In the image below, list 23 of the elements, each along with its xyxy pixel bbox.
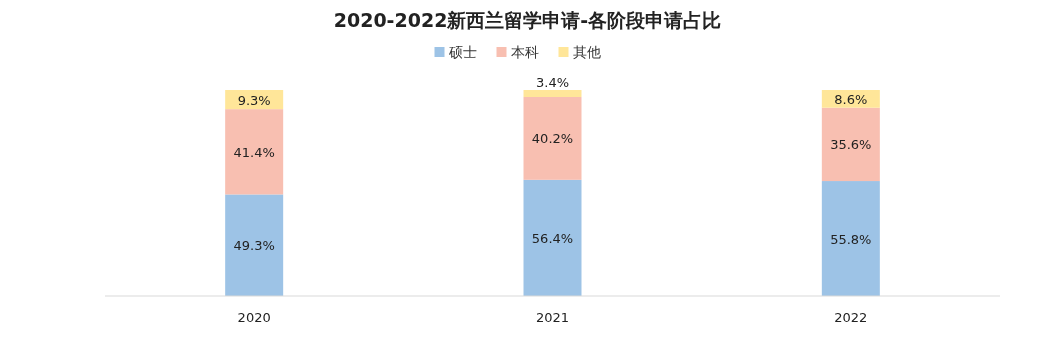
legend-label: 本科 <box>510 44 539 60</box>
data-label: 56.4% <box>531 230 574 246</box>
data-label: 41.4% <box>233 144 275 160</box>
data-label: 35.6% <box>830 137 872 153</box>
legend-label: 硕士 <box>447 44 477 60</box>
data-label: 3.4% <box>535 75 570 90</box>
data-label: 40.2% <box>531 131 574 147</box>
x-tick-label: 2022 <box>834 310 868 325</box>
data-label: 9.3% <box>237 92 271 108</box>
bar <box>821 107 880 182</box>
bar <box>523 97 582 180</box>
data-label: 8.6% <box>834 91 868 107</box>
bar <box>225 109 284 195</box>
bar <box>821 181 880 296</box>
bar <box>523 90 582 97</box>
data-label: 49.3% <box>233 238 275 254</box>
legend-label: 其他 <box>572 44 601 60</box>
bar <box>225 194 284 296</box>
chart-title: 2020-2022新西兰留学申请-各阶段申请占比 <box>333 9 722 31</box>
bar <box>523 179 582 296</box>
x-tick-label: 2020 <box>237 310 271 325</box>
x-tick-label: 2021 <box>535 310 570 325</box>
data-label: 55.8% <box>830 231 872 247</box>
